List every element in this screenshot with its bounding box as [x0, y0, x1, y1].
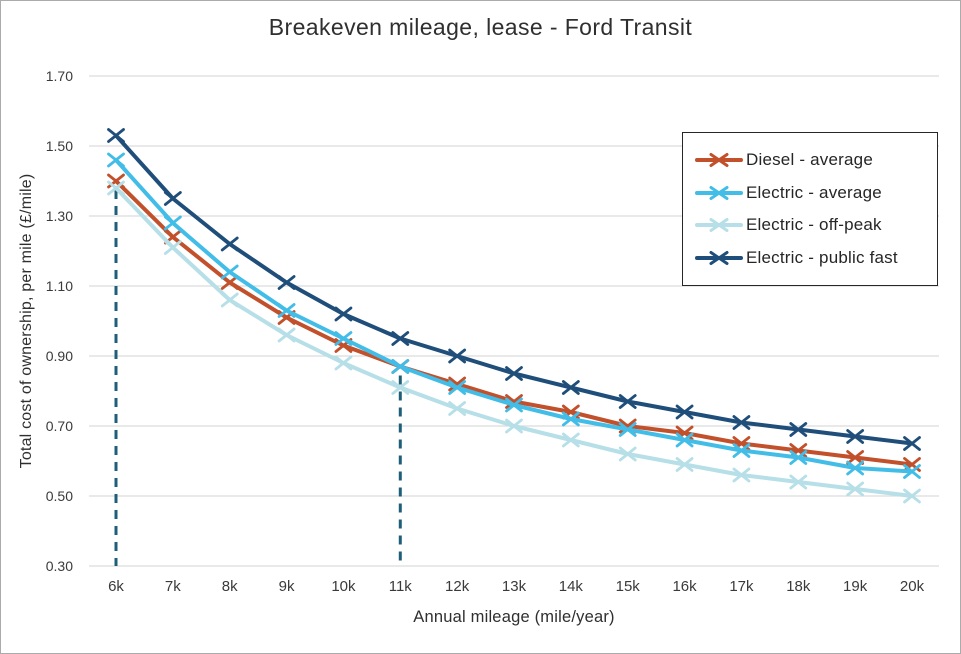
legend-line-sample — [695, 251, 743, 266]
y-tick-label: 0.70 — [45, 418, 73, 434]
series-marker-electric-average — [163, 215, 182, 231]
series-marker-electric-public-fast — [391, 331, 410, 346]
series-marker-diesel-average — [448, 376, 467, 392]
series-marker-electric-off-peak — [277, 327, 296, 343]
series-marker-electric-average — [618, 422, 637, 437]
series-marker-electric-off-peak — [903, 488, 921, 504]
series-marker-electric-average — [505, 397, 523, 413]
y-tick-label: 1.10 — [45, 278, 73, 294]
legend-line-sample — [695, 218, 743, 233]
series-marker-electric-public-fast — [163, 191, 182, 206]
x-tick-label: 8k — [221, 578, 238, 595]
x-tick-label: 10k — [331, 578, 356, 595]
series-marker-electric-average — [220, 264, 239, 280]
series-marker-electric-public-fast — [846, 429, 865, 444]
series-marker-electric-off-peak — [505, 418, 523, 434]
series-marker-electric-public-fast — [277, 275, 296, 290]
y-tick-label: 0.90 — [45, 348, 73, 364]
legend-item: Electric - off-peak — [695, 215, 933, 235]
legend-item: Electric - average — [695, 183, 933, 203]
y-tick-label: 0.50 — [45, 488, 73, 504]
series-marker-electric-average — [561, 411, 580, 427]
x-tick-label: 20k — [899, 578, 925, 595]
x-tick-label: 13k — [501, 578, 527, 595]
series-marker-electric-off-peak — [675, 457, 694, 472]
legend-label: Electric - off-peak — [746, 215, 882, 235]
x-tick-label: 9k — [278, 578, 295, 595]
legend-marker-icon — [709, 251, 729, 266]
series-marker-electric-average — [903, 464, 921, 479]
legend-item: Diesel - average — [695, 150, 933, 170]
series-marker-electric-off-peak — [391, 380, 410, 395]
x-tick-label: 18k — [786, 578, 811, 595]
series-marker-electric-average — [675, 432, 694, 448]
series-marker-electric-average — [391, 359, 410, 374]
series-marker-electric-public-fast — [448, 348, 467, 364]
x-tick-label: 6k — [108, 578, 124, 595]
x-tick-label: 12k — [445, 578, 470, 595]
x-tick-label: 17k — [729, 578, 754, 595]
x-tick-label: 16k — [672, 578, 697, 595]
series-marker-electric-average — [732, 443, 751, 458]
x-axis-title: Annual mileage (mile/year) — [413, 608, 615, 626]
series-marker-electric-public-fast — [107, 128, 125, 143]
legend-line-sample — [695, 185, 743, 200]
series-marker-electric-average — [277, 303, 296, 318]
series-marker-electric-public-fast — [334, 306, 353, 322]
legend-label: Diesel - average — [746, 149, 873, 169]
x-tick-label: 14k — [558, 578, 583, 595]
chart-title: Breakeven mileage, lease - Ford Transit — [268, 14, 693, 40]
series-marker-electric-public-fast — [789, 422, 808, 437]
series-marker-electric-off-peak — [163, 240, 182, 255]
x-tick-label: 15k — [615, 578, 640, 595]
series-marker-electric-public-fast — [732, 415, 751, 430]
series-marker-electric-public-fast — [618, 394, 637, 409]
series-marker-electric-average — [448, 380, 467, 395]
series-marker-electric-public-fast — [675, 404, 694, 420]
legend-line-sample — [695, 152, 743, 167]
x-tick-label: 7k — [164, 578, 181, 595]
legend: Diesel - average Electric - average Electr… — [682, 132, 938, 286]
y-tick-label: 1.70 — [45, 68, 73, 84]
series-marker-electric-off-peak — [732, 467, 751, 483]
legend-marker-icon — [709, 152, 729, 167]
series-marker-electric-off-peak — [789, 474, 808, 490]
x-tick-label: 11k — [388, 578, 412, 595]
series-marker-electric-off-peak — [448, 401, 467, 416]
series-marker-electric-average — [334, 331, 353, 346]
series-marker-electric-off-peak — [334, 355, 353, 371]
series-marker-electric-public-fast — [505, 366, 523, 381]
series-marker-electric-off-peak — [618, 446, 637, 462]
legend-marker-icon — [709, 218, 729, 233]
y-tick-label: 1.30 — [45, 208, 73, 224]
series-marker-electric-public-fast — [903, 436, 921, 451]
legend-label: Electric - average — [746, 182, 882, 202]
y-tick-label: 1.50 — [45, 138, 73, 154]
series-marker-electric-public-fast — [561, 380, 580, 395]
series-marker-electric-average — [789, 450, 808, 465]
legend-item: Electric - public fast — [695, 248, 933, 268]
series-marker-electric-off-peak — [107, 180, 125, 196]
x-tick-label: 19k — [843, 578, 868, 595]
series-marker-electric-off-peak — [846, 481, 865, 497]
series-marker-diesel-average — [846, 450, 865, 465]
series-marker-electric-off-peak — [220, 292, 239, 308]
legend-marker-icon — [709, 185, 729, 200]
series-marker-electric-average — [107, 152, 125, 168]
series-marker-electric-average — [846, 460, 865, 476]
series-marker-diesel-average — [220, 275, 239, 290]
y-tick-label: 0.30 — [45, 558, 73, 574]
legend-label: Electric - public fast — [746, 248, 898, 268]
series-marker-electric-public-fast — [220, 236, 239, 252]
series-marker-electric-off-peak — [561, 432, 580, 448]
